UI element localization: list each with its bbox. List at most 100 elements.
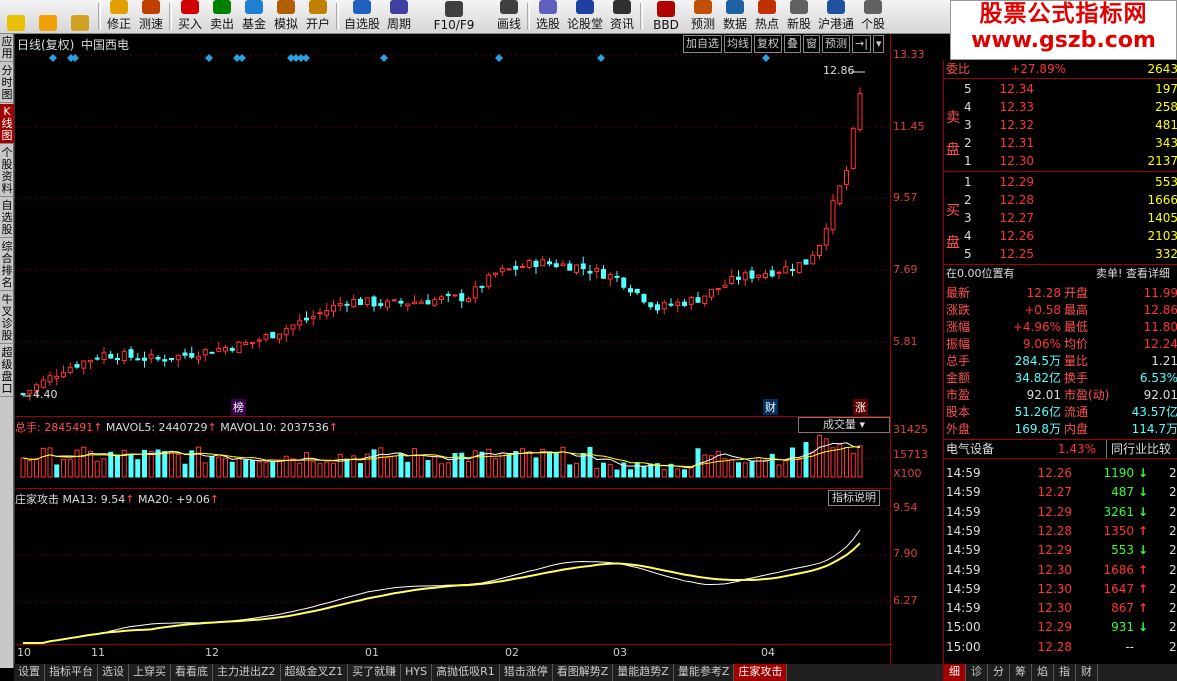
left-tab-4[interactable]: 自选股 <box>0 199 14 238</box>
tick-flag: 2 <box>1169 620 1177 635</box>
volume-bar <box>155 449 161 478</box>
toolbar-button-back-arrow[interactable] <box>32 0 64 33</box>
candle-body <box>702 295 708 305</box>
left-tab-6[interactable]: 牛叉诊股 <box>0 293 14 344</box>
formula-tab-7[interactable]: 买了就赚 <box>348 664 402 681</box>
chart-header-button-5[interactable]: 预测 <box>822 35 850 53</box>
left-tab-1[interactable]: 分时图 <box>0 64 14 103</box>
left-tab-3[interactable]: 个股资料 <box>0 146 14 197</box>
toolbar-button-pe[interactable]: 数据 <box>719 0 751 33</box>
toolbar-button-briefcase[interactable]: 开户 <box>302 0 334 33</box>
toolbar-button-stock[interactable]: 个股 <box>857 0 889 33</box>
chart-header-button-1[interactable]: 均线 <box>724 35 752 53</box>
industry-compare-button[interactable]: 同行业比较 <box>1106 440 1171 458</box>
newstock-icon <box>790 0 808 14</box>
formula-tab-4[interactable]: 看看底 <box>171 664 213 681</box>
right-tab-3[interactable]: 筹 <box>1010 664 1032 681</box>
chevron-down-icon[interactable]: ▾ <box>872 35 885 53</box>
toolbar-button-draw[interactable]: 画线 <box>493 0 525 33</box>
volume-panel[interactable]: 总手: 2845491↑ MAVOL5: 2440729↑ MAVOL10: 2… <box>15 416 890 488</box>
right-tab-4[interactable]: 焰 <box>1032 664 1054 681</box>
industry-row[interactable]: 电气设备 1.43% 同行业比较 <box>944 439 1177 459</box>
rank-mark[interactable]: 榜 <box>231 399 246 415</box>
chart-header-button-4[interactable]: 窗 <box>803 35 820 53</box>
toolbar-button-sell[interactable]: 卖出 <box>206 0 238 33</box>
tick-price: 12.30 <box>1037 581 1072 596</box>
formula-tab-14[interactable]: 庄家攻击 <box>734 664 788 681</box>
formula-tab-0[interactable]: 设置 <box>14 664 45 681</box>
finance-mark[interactable]: 财 <box>763 399 778 415</box>
indicator-help-button[interactable]: 指标说明 <box>828 490 880 506</box>
chart-header-button-3[interactable]: 叠 <box>784 35 801 53</box>
formula-tab-8[interactable]: HYS <box>401 664 433 681</box>
formula-tab-5[interactable]: 主力进出Z2 <box>213 664 281 681</box>
left-tab-5[interactable]: 综合排名 <box>0 240 14 291</box>
formula-tab-3[interactable]: 上穿买 <box>129 664 171 681</box>
date-tick: 10 <box>17 646 31 659</box>
volume-bar <box>182 463 188 478</box>
toolbar-button-clock[interactable]: 测速 <box>135 0 167 33</box>
left-tab-2[interactable]: K线图 <box>0 104 14 144</box>
position-row[interactable]: 在0.00位置有 卖单! 查看详细 <box>944 264 1177 282</box>
toolbar-button-buy[interactable]: 买入 <box>174 0 206 33</box>
right-tab-0[interactable]: 细 <box>944 664 966 681</box>
cursor-arrow-icon[interactable]: →| <box>852 35 871 53</box>
limit-up-mark[interactable]: 涨 <box>853 399 868 415</box>
chart-header-button-0[interactable]: 加自选 <box>683 35 722 53</box>
tick-time: 14:59 <box>946 523 981 538</box>
right-tab-6[interactable]: 财 <box>1076 664 1098 681</box>
right-tab-1[interactable]: 诊 <box>966 664 988 681</box>
formula-tab-13[interactable]: 量能参考Z <box>673 664 735 681</box>
toolbar-button-down-arrow[interactable] <box>64 0 96 33</box>
toolbar-button-select[interactable]: 选股 <box>532 0 564 33</box>
toolbar-button-forum[interactable]: 论股堂 <box>564 0 606 33</box>
toolbar-button-coin[interactable]: 修正 <box>103 0 135 33</box>
price: 12.34 <box>999 82 1034 96</box>
candle-body <box>526 259 532 268</box>
price: 12.28 <box>999 193 1034 207</box>
signal-diamond <box>205 54 213 62</box>
formula-tab-11[interactable]: 看图解势Z <box>552 664 614 681</box>
toolbar-button-star[interactable]: 自选股 <box>341 0 383 33</box>
toolbar-button-hammer[interactable]: 模拟 <box>270 0 302 33</box>
candle-body <box>675 301 681 307</box>
toolbar-button-hkex[interactable]: 沪港通 <box>815 0 857 33</box>
toolbar-button-news[interactable]: 资讯 <box>606 0 638 33</box>
indicator-selector[interactable]: 成交量 ▾ <box>798 417 890 433</box>
level: 3 <box>964 211 972 225</box>
formula-tab-2[interactable]: 选设 <box>98 664 129 681</box>
toolbar-button-bbd[interactable]: BBD <box>645 0 687 33</box>
volume-bar <box>499 452 505 478</box>
formula-tab-10[interactable]: 猎击涨停 <box>499 664 553 681</box>
formula-tab-12[interactable]: 量能趋势Z <box>613 664 674 681</box>
right-tab-2[interactable]: 分 <box>988 664 1010 681</box>
tick-flag: 2 <box>1169 601 1177 616</box>
chart-header-button-2[interactable]: 复权 <box>754 35 782 53</box>
kline-panel[interactable]: 日线(复权) 中国西电 加自选 均线 复权叠窗预测 →| ▾ 12.86 4.40 榜 … <box>15 34 890 416</box>
candle-body <box>385 300 390 308</box>
volume-tick: X100 <box>893 467 922 480</box>
toolbar-button-home[interactable] <box>0 0 32 33</box>
toolbar-button-cycle[interactable]: 周期 <box>383 0 415 33</box>
signal-diamond <box>597 54 605 62</box>
left-tab-0[interactable]: 应用 <box>0 35 14 62</box>
formula-tab-1[interactable]: 指标平台 <box>45 664 98 681</box>
volume-bar <box>506 454 512 478</box>
tick-row: 15:00 12.29 931 ↓ 2 <box>944 618 1177 637</box>
formula-tab-9[interactable]: 高抛低吸R1 <box>432 664 500 681</box>
toolbar-button-f10[interactable]: F10/F9 <box>415 0 493 33</box>
indicator-panel[interactable]: 庄家攻击 MA13: 9.54↑ MA20: +9.06↑ 指标说明 <box>15 488 890 644</box>
tick-volume: 1350 <box>1103 523 1134 538</box>
toolbar-button-fund[interactable]: 基金 <box>238 0 270 33</box>
buy-level-row: 3 12.27 1405 <box>944 209 1177 227</box>
left-tab-7[interactable]: 超级盘口 <box>0 346 14 397</box>
toolbar-button-newstock[interactable]: 新股 <box>783 0 815 33</box>
toolbar-button-forecast[interactable]: 预测 <box>687 0 719 33</box>
candle-body <box>263 334 269 340</box>
right-tab-5[interactable]: 指 <box>1054 664 1076 681</box>
site-banner: 股票公式指标网 www.gszb.com <box>950 0 1177 60</box>
toolbar-button-hot[interactable]: 热点 <box>751 0 783 33</box>
candle-body <box>351 299 357 308</box>
formula-tab-6[interactable]: 超级金叉Z1 <box>280 664 349 681</box>
candle-body <box>628 288 633 293</box>
